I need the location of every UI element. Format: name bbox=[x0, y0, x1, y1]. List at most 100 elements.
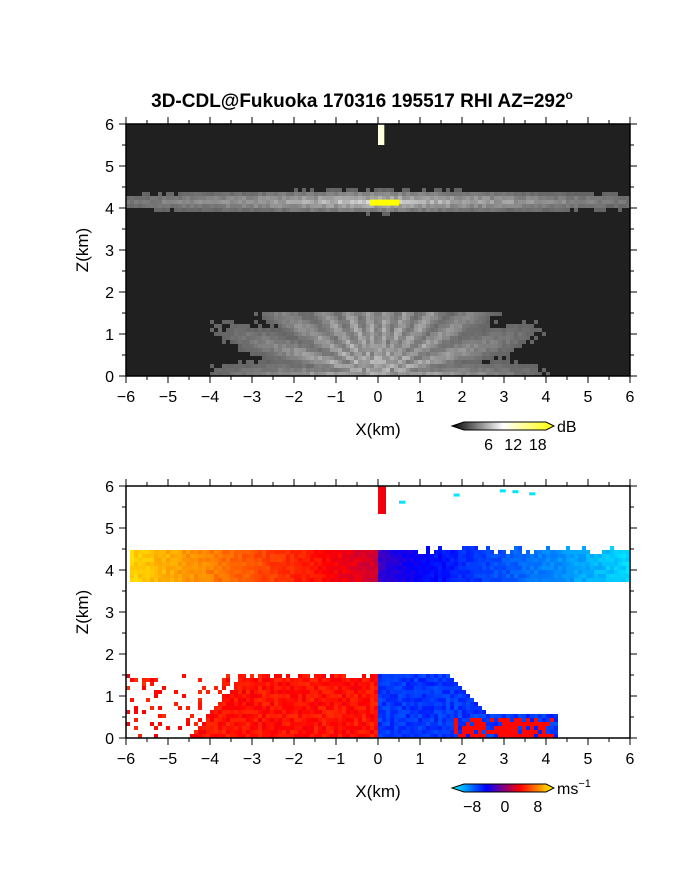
velocity-cell bbox=[230, 730, 234, 734]
velocity-cell bbox=[310, 730, 314, 734]
intensity-cell bbox=[470, 200, 474, 204]
velocity-cell bbox=[334, 702, 338, 706]
intensity-cell bbox=[346, 336, 350, 340]
velocity-cell bbox=[294, 722, 298, 726]
velocity-cell bbox=[518, 718, 522, 722]
velocity-cell bbox=[290, 690, 294, 694]
velocity-cell bbox=[406, 714, 410, 718]
velocity-cell bbox=[158, 550, 162, 554]
intensity-cell bbox=[490, 348, 494, 352]
velocity-cell bbox=[422, 678, 426, 682]
velocity-cell bbox=[234, 698, 238, 702]
velocity-cell bbox=[438, 574, 442, 578]
intensity-cell bbox=[450, 332, 454, 336]
velocity-cell bbox=[362, 702, 366, 706]
velocity-cell bbox=[434, 702, 438, 706]
intensity-cell bbox=[446, 320, 450, 324]
intensity-cell bbox=[470, 196, 474, 200]
intensity-cell bbox=[138, 204, 142, 208]
intensity-cell bbox=[378, 192, 382, 196]
intensity-cell bbox=[322, 208, 326, 212]
velocity-cell bbox=[206, 718, 210, 722]
intensity-cell bbox=[318, 356, 322, 360]
intensity-cell bbox=[594, 204, 598, 208]
velocity-cell bbox=[446, 674, 450, 678]
velocity-cell bbox=[238, 674, 242, 678]
velocity-cell bbox=[242, 554, 246, 558]
intensity-cell bbox=[318, 196, 322, 200]
velocity-cell bbox=[430, 702, 434, 706]
velocity-cell bbox=[418, 710, 422, 714]
velocity-cell bbox=[142, 686, 146, 690]
velocity-cell bbox=[402, 706, 406, 710]
intensity-cell bbox=[334, 356, 338, 360]
velocity-cell bbox=[346, 570, 350, 574]
intensity-cell bbox=[230, 328, 234, 332]
intensity-cell bbox=[478, 200, 482, 204]
intensity-cell bbox=[598, 208, 602, 212]
intensity-cell bbox=[514, 332, 518, 336]
intensity-cell bbox=[466, 192, 470, 196]
intensity-cell bbox=[374, 364, 378, 368]
velocity-cell bbox=[294, 726, 298, 730]
intensity-cell bbox=[338, 196, 342, 200]
velocity-cell bbox=[246, 730, 250, 734]
intensity-cell bbox=[294, 208, 298, 212]
velocity-cell bbox=[478, 726, 482, 730]
intensity-cell bbox=[154, 200, 158, 204]
velocity-cell bbox=[290, 726, 294, 730]
velocity-cell bbox=[146, 678, 150, 682]
intensity-cell bbox=[374, 320, 378, 324]
intensity-cell bbox=[474, 320, 478, 324]
velocity-cell bbox=[390, 678, 394, 682]
velocity-cell bbox=[218, 718, 222, 722]
velocity-cell bbox=[370, 734, 374, 738]
velocity-cell bbox=[282, 558, 286, 562]
intensity-cell bbox=[338, 320, 342, 324]
velocity-cell bbox=[318, 722, 322, 726]
velocity-cell bbox=[430, 570, 434, 574]
intensity-cell bbox=[318, 208, 322, 212]
intensity-cell bbox=[474, 372, 478, 376]
velocity-cell bbox=[602, 550, 606, 554]
intensity-cell bbox=[470, 344, 474, 348]
intensity-cell bbox=[290, 360, 294, 364]
intensity-cell bbox=[522, 364, 526, 368]
velocity-cell bbox=[442, 682, 446, 686]
velocity-cell bbox=[426, 734, 430, 738]
intensity-cell bbox=[434, 200, 438, 204]
velocity-cell bbox=[218, 730, 222, 734]
velocity-cell bbox=[398, 694, 402, 698]
velocity-cell bbox=[270, 678, 274, 682]
y-tick-label: 0 bbox=[105, 369, 114, 386]
intensity-cell bbox=[538, 208, 542, 212]
intensity-cell bbox=[242, 324, 246, 328]
intensity-cell bbox=[314, 316, 318, 320]
velocity-cell bbox=[390, 674, 394, 678]
velocity-cell bbox=[190, 550, 194, 554]
intensity-cell bbox=[370, 348, 374, 352]
velocity-cell bbox=[394, 702, 398, 706]
velocity-cell bbox=[350, 730, 354, 734]
velocity-cell bbox=[462, 714, 466, 718]
velocity-cell bbox=[562, 550, 566, 554]
velocity-cell bbox=[458, 558, 462, 562]
velocity-cell bbox=[222, 710, 226, 714]
intensity-cell bbox=[366, 348, 370, 352]
velocity-cell bbox=[302, 674, 306, 678]
velocity-cell bbox=[246, 570, 250, 574]
intensity-cell bbox=[234, 208, 238, 212]
intensity-cell bbox=[250, 360, 254, 364]
velocity-cell bbox=[398, 574, 402, 578]
intensity-cell bbox=[450, 200, 454, 204]
velocity-cell bbox=[146, 570, 150, 574]
velocity-cell bbox=[598, 570, 602, 574]
velocity-cell bbox=[402, 694, 406, 698]
velocity-cell bbox=[170, 558, 174, 562]
velocity-cell bbox=[294, 678, 298, 682]
intensity-cell bbox=[570, 192, 574, 196]
intensity-cell bbox=[226, 336, 230, 340]
intensity-cell bbox=[378, 360, 382, 364]
intensity-cell bbox=[202, 196, 206, 200]
velocity-cell bbox=[350, 710, 354, 714]
